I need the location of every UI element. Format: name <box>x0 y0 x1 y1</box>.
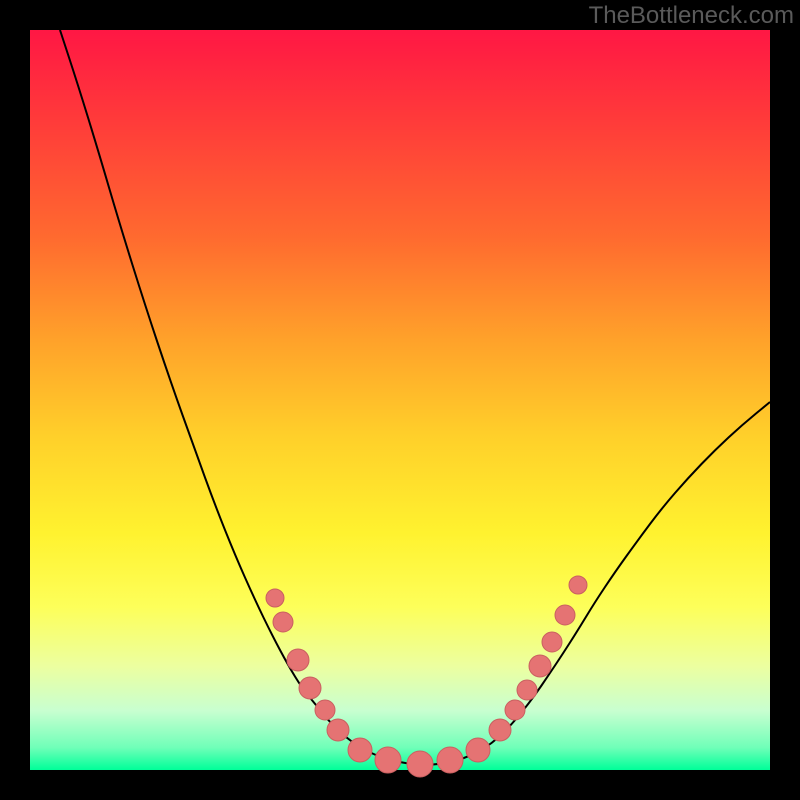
bottleneck-curve <box>30 30 770 770</box>
data-marker <box>287 649 309 671</box>
data-marker <box>505 700 525 720</box>
data-marker <box>348 738 372 762</box>
watermark-text: TheBottleneck.com <box>589 2 794 30</box>
data-marker <box>517 680 537 700</box>
right-curve-line <box>425 402 770 765</box>
data-marker <box>266 589 284 607</box>
data-marker <box>542 632 562 652</box>
chart-frame <box>30 30 770 770</box>
data-marker <box>315 700 335 720</box>
data-marker <box>327 719 349 741</box>
data-marker <box>437 747 463 773</box>
data-marker <box>273 612 293 632</box>
data-marker <box>489 719 511 741</box>
data-marker <box>569 576 587 594</box>
left-curve-line <box>60 30 425 765</box>
data-marker <box>375 747 401 773</box>
data-markers <box>266 576 587 777</box>
data-marker <box>466 738 490 762</box>
data-marker <box>529 655 551 677</box>
data-marker <box>555 605 575 625</box>
data-marker <box>407 751 433 777</box>
data-marker <box>299 677 321 699</box>
